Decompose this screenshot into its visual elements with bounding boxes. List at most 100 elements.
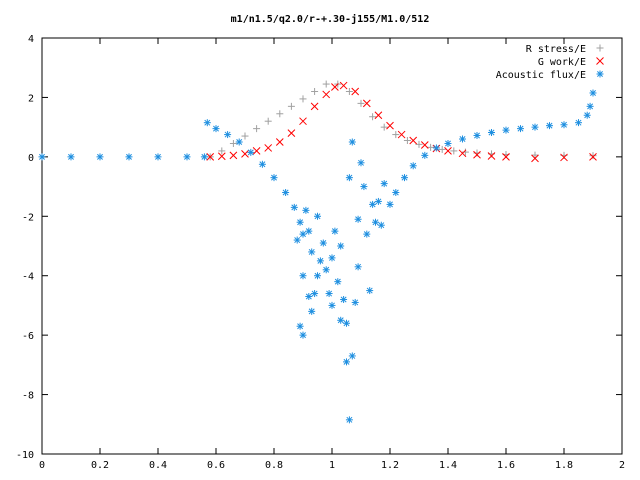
data-point: [531, 154, 539, 163]
data-point: [345, 174, 353, 182]
data-point: [328, 254, 336, 262]
data-point: [583, 111, 591, 119]
data-point: [253, 125, 261, 133]
data-point: [392, 131, 400, 139]
x-tick-label: 0.4: [149, 460, 167, 471]
data-point: [380, 180, 388, 188]
y-tick-label: 0: [28, 153, 34, 164]
data-point: [427, 143, 435, 151]
data-point: [270, 174, 278, 182]
x-tick-label: 1.8: [555, 460, 573, 471]
data-point: [322, 266, 330, 274]
data-point: [432, 144, 440, 152]
x-tick-label: 0.8: [265, 460, 283, 471]
y-tick-label: -6: [22, 331, 34, 342]
data-point: [229, 151, 238, 160]
data-point: [461, 148, 469, 156]
data-point: [38, 153, 46, 161]
data-point: [351, 87, 360, 96]
plot-frame: [41, 37, 623, 455]
legend-label: R stress/E: [526, 44, 586, 55]
data-point: [183, 153, 191, 161]
data-point: [546, 122, 553, 130]
legend-marker: [596, 70, 604, 78]
data-point: [362, 99, 371, 108]
data-point: [386, 121, 394, 130]
data-point: [96, 153, 104, 161]
data-point: [299, 95, 307, 103]
legend-label: Acoustic flux/E: [496, 70, 586, 81]
data-point: [314, 272, 321, 280]
y-tick-label: 4: [28, 34, 34, 45]
data-point: [299, 230, 307, 238]
data-point: [343, 358, 350, 366]
data-point: [331, 83, 339, 91]
data-point: [217, 152, 226, 161]
data-point: [334, 278, 342, 286]
data-point: [444, 147, 452, 155]
data-point: [531, 123, 539, 131]
data-point: [366, 287, 374, 295]
data-point: [314, 212, 321, 220]
data-point: [302, 206, 310, 214]
data-point: [487, 152, 496, 160]
data-point: [397, 130, 406, 139]
x-tick-label: 1.4: [439, 460, 457, 471]
data-point: [290, 203, 298, 211]
data-point: [360, 183, 368, 191]
data-point: [575, 119, 582, 127]
data-point: [363, 230, 371, 238]
data-point: [589, 89, 597, 97]
data-point: [275, 138, 284, 146]
data-point: [258, 160, 266, 168]
data-point: [420, 141, 429, 149]
data-point: [241, 132, 249, 140]
data-point: [305, 293, 313, 301]
data-point: [203, 119, 211, 127]
data-point: [386, 200, 394, 208]
axes: 0 0.2 0.4 0.6 0.8 1 1.2 1.4 1.6 1.8 2 4 2 0 -2 -4 -6 -8 -1…: [16, 34, 625, 471]
data-point: [450, 147, 458, 155]
data-point: [337, 242, 345, 250]
data-point: [200, 153, 208, 161]
data-point: [322, 80, 330, 88]
data-point: [374, 197, 382, 205]
data-point: [403, 137, 411, 145]
data-point: [531, 151, 539, 159]
data-point: [299, 117, 307, 126]
data-point: [415, 140, 423, 148]
data-point: [409, 136, 418, 145]
data-point: [311, 87, 319, 95]
data-point: [488, 128, 495, 136]
data-point: [224, 131, 232, 139]
data-point: [409, 162, 417, 170]
data-point: [322, 90, 331, 99]
data-point: [473, 150, 481, 159]
data-point: [125, 153, 133, 161]
data-point: [319, 239, 327, 247]
data-point: [282, 189, 290, 197]
data-point: [276, 110, 284, 118]
data-point: [377, 221, 385, 229]
data-point: [459, 135, 466, 143]
data-point: [311, 290, 319, 298]
data-point: [308, 307, 316, 315]
series-1: [206, 81, 597, 163]
chart-title: m1/n1.5/q2.0/r-+.30-j155/M1.0/512: [231, 13, 430, 25]
x-tick-label: 1: [329, 460, 335, 471]
y-tick-label: -4: [22, 272, 34, 283]
series-2: [38, 89, 597, 424]
data-point: [589, 152, 597, 160]
data-point: [354, 215, 362, 223]
data-point: [354, 263, 362, 271]
data-point: [308, 248, 316, 256]
data-point: [293, 236, 301, 244]
data-point: [241, 150, 249, 158]
data-point: [502, 126, 510, 134]
data-point: [337, 316, 345, 324]
data-point: [380, 123, 388, 131]
y-tick-label: -2: [22, 212, 34, 223]
data-point: [502, 153, 510, 161]
x-tick-label: 0.2: [91, 460, 109, 471]
x-tick-label: 0.6: [207, 460, 225, 471]
